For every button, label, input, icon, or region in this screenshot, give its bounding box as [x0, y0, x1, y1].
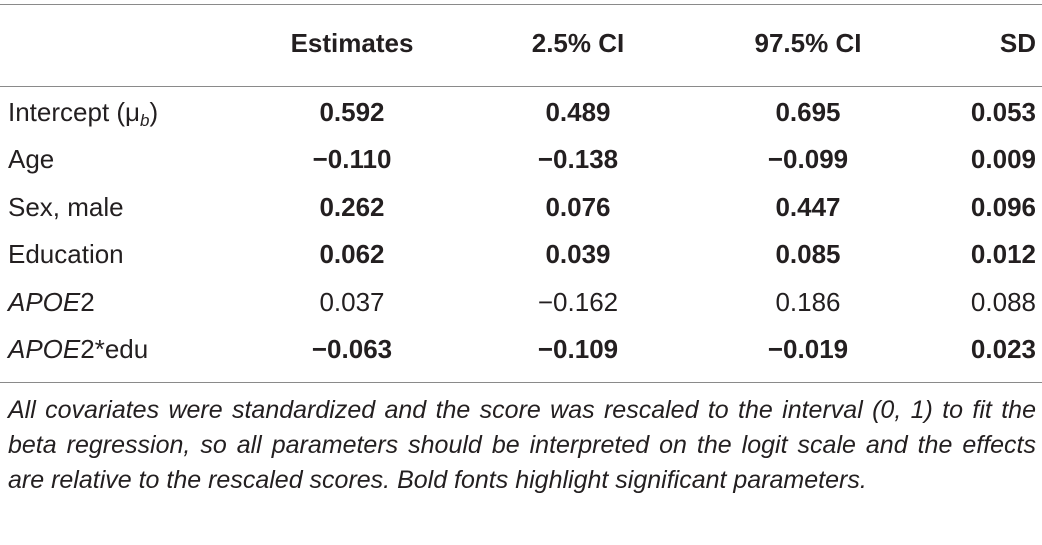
cell-sd: 0.009	[970, 144, 1036, 174]
row-label-gene: APOE	[8, 334, 81, 364]
cell-ci-lower: 0.039	[545, 239, 611, 269]
cell-ci-lower: −0.138	[537, 144, 619, 174]
table-header-row: Estimates 2.5% CI 97.5% CI SD	[0, 20, 1042, 66]
table-top-rule	[0, 4, 1042, 5]
cell-ci-upper: −0.019	[767, 334, 849, 364]
table-row: Sex, male 0.262 0.076 0.447 0.096	[0, 184, 1042, 230]
cell-sd: 0.088	[970, 287, 1036, 317]
row-label-subscript: b	[140, 111, 150, 130]
table-bottom-rule	[0, 382, 1042, 383]
cell-sd: 0.023	[970, 334, 1036, 364]
table-row: Intercept (μb) 0.592 0.489 0.695 0.053	[0, 89, 1042, 135]
header-ci-upper: 97.5% CI	[754, 28, 862, 58]
cell-ci-upper: 0.085	[775, 239, 841, 269]
row-label-rest: 2*edu	[80, 334, 149, 364]
table-row: APOE2 0.037 −0.162 0.186 0.088	[0, 279, 1042, 325]
header-estimates: Estimates	[290, 28, 414, 58]
cell-sd: 0.012	[970, 239, 1036, 269]
table-header-rule	[0, 86, 1042, 87]
cell-ci-lower: 0.489	[545, 97, 611, 127]
header-sd: SD	[999, 28, 1036, 58]
cell-estimate: −0.063	[311, 334, 393, 364]
cell-sd: 0.053	[970, 97, 1036, 127]
cell-ci-upper: 0.186	[775, 287, 841, 317]
table-row: Education 0.062 0.039 0.085 0.012	[0, 231, 1042, 277]
cell-estimate: 0.037	[319, 287, 385, 317]
row-label-education: Education	[8, 239, 124, 269]
header-ci-lower: 2.5% CI	[531, 28, 625, 58]
cell-ci-lower: −0.109	[537, 334, 619, 364]
row-label-apoe2-edu: APOE2*edu	[8, 326, 148, 372]
cell-ci-lower: 0.076	[545, 192, 611, 222]
row-label-suffix: )	[149, 97, 159, 127]
row-label-apoe2: APOE2	[8, 279, 95, 325]
cell-ci-upper: 0.447	[775, 192, 841, 222]
row-label-rest: 2	[80, 287, 95, 317]
cell-ci-upper: −0.099	[767, 144, 849, 174]
table-row: Age −0.110 −0.138 −0.099 0.009	[0, 136, 1042, 182]
cell-estimate: 0.262	[319, 192, 385, 222]
table-row: APOE2*edu −0.063 −0.109 −0.019 0.023	[0, 326, 1042, 372]
cell-estimate: 0.592	[319, 97, 385, 127]
cell-sd: 0.096	[970, 192, 1036, 222]
row-label-sex: Sex, male	[8, 192, 124, 222]
cell-ci-upper: 0.695	[775, 97, 841, 127]
row-label-age: Age	[8, 144, 55, 174]
cell-ci-lower: −0.162	[537, 287, 619, 317]
row-label-intercept: Intercept (μb)	[8, 89, 158, 135]
row-label-text: Intercept (μ	[8, 97, 141, 127]
table-footnote: All covariates were standardized and the…	[8, 396, 1036, 494]
cell-estimate: 0.062	[319, 239, 385, 269]
row-label-gene: APOE	[8, 287, 81, 317]
cell-estimate: −0.110	[312, 144, 392, 174]
